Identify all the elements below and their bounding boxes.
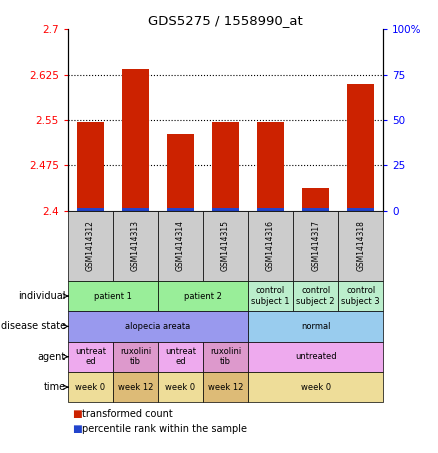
Text: GSM1414314: GSM1414314: [176, 220, 185, 271]
Bar: [347, 84, 374, 211]
Bar: [77, 207, 104, 211]
Bar: [212, 207, 239, 211]
Text: ■: ■: [72, 424, 82, 434]
Text: week 0: week 0: [75, 383, 106, 391]
Bar: [167, 207, 194, 211]
Bar: [302, 207, 329, 211]
Bar: [77, 122, 104, 211]
Bar: [122, 207, 149, 211]
Text: week 12: week 12: [118, 383, 153, 391]
Text: ruxolini
tib: ruxolini tib: [210, 347, 241, 366]
Bar: [302, 188, 329, 211]
Bar: [257, 122, 284, 211]
Text: patient 1: patient 1: [94, 292, 132, 300]
Text: GSM1414312: GSM1414312: [86, 220, 95, 271]
Text: untreated: untreated: [295, 352, 336, 361]
Text: control
subject 1: control subject 1: [251, 286, 290, 306]
Text: percentile rank within the sample: percentile rank within the sample: [82, 424, 247, 434]
Text: transformed count: transformed count: [82, 409, 173, 419]
Text: agent: agent: [38, 352, 66, 362]
Text: week 12: week 12: [208, 383, 243, 391]
Text: alopecia areata: alopecia areata: [125, 322, 191, 331]
Text: ruxolini
tib: ruxolini tib: [120, 347, 151, 366]
Bar: [167, 134, 194, 211]
Title: GDS5275 / 1558990_at: GDS5275 / 1558990_at: [148, 14, 303, 27]
Text: time: time: [43, 382, 66, 392]
Text: ■: ■: [72, 409, 82, 419]
Text: GSM1414318: GSM1414318: [356, 220, 365, 271]
Text: week 0: week 0: [166, 383, 196, 391]
Text: disease state: disease state: [0, 321, 66, 332]
Text: GSM1414316: GSM1414316: [266, 220, 275, 271]
Bar: [122, 69, 149, 211]
Text: week 0: week 0: [300, 383, 331, 391]
Text: individual: individual: [18, 291, 66, 301]
Text: patient 2: patient 2: [184, 292, 222, 300]
Text: GSM1414313: GSM1414313: [131, 220, 140, 271]
Text: control
subject 3: control subject 3: [341, 286, 380, 306]
Text: untreat
ed: untreat ed: [165, 347, 196, 366]
Bar: [257, 207, 284, 211]
Bar: [347, 207, 374, 211]
Text: normal: normal: [301, 322, 330, 331]
Bar: [212, 122, 239, 211]
Text: GSM1414315: GSM1414315: [221, 220, 230, 271]
Text: untreat
ed: untreat ed: [75, 347, 106, 366]
Text: control
subject 2: control subject 2: [297, 286, 335, 306]
Text: GSM1414317: GSM1414317: [311, 220, 320, 271]
